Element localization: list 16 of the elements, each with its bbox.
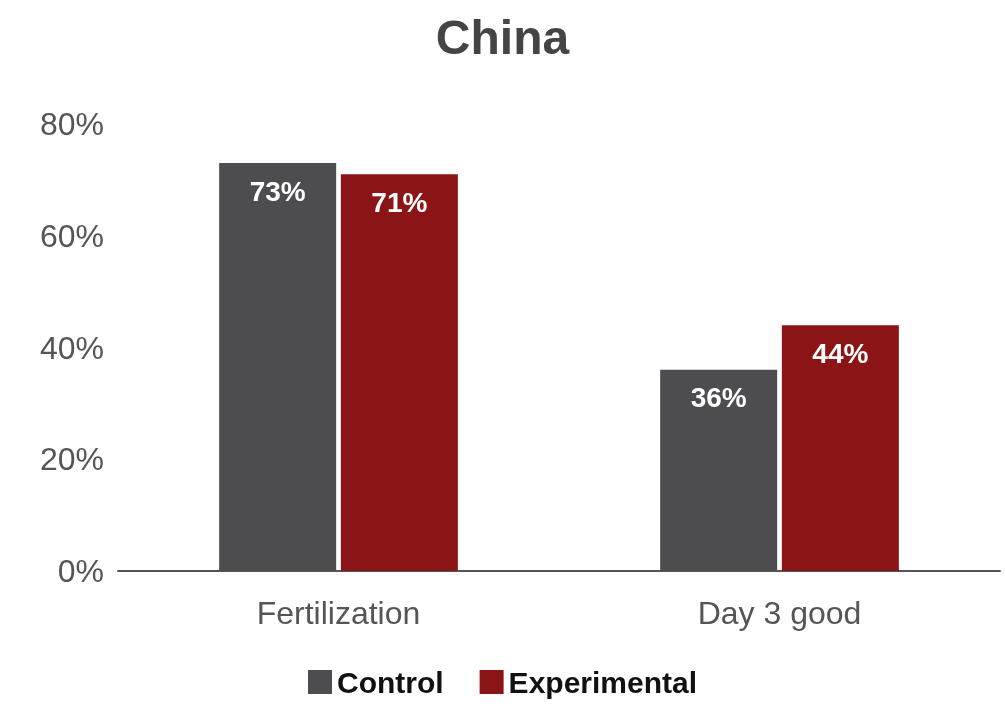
y-tick-label: 20%	[39, 441, 104, 478]
x-tick-label: Day 3 good	[697, 595, 862, 631]
x-tick-label: Fertilization	[256, 595, 421, 631]
legend-label: Control	[336, 665, 444, 699]
y-tick-label: 80%	[39, 106, 104, 142]
bar	[340, 174, 458, 571]
bar	[781, 325, 899, 571]
data-label: 44%	[812, 337, 869, 369]
y-tick-label: 0%	[57, 553, 104, 589]
data-label: 73%	[249, 175, 306, 207]
data-label: 36%	[690, 382, 747, 414]
y-tick-label: 60%	[39, 217, 104, 254]
data-label: 71%	[371, 186, 428, 218]
legend-label: Experimental	[508, 665, 698, 699]
y-tick-label: 40%	[39, 329, 104, 366]
chart-title: China	[435, 10, 570, 64]
